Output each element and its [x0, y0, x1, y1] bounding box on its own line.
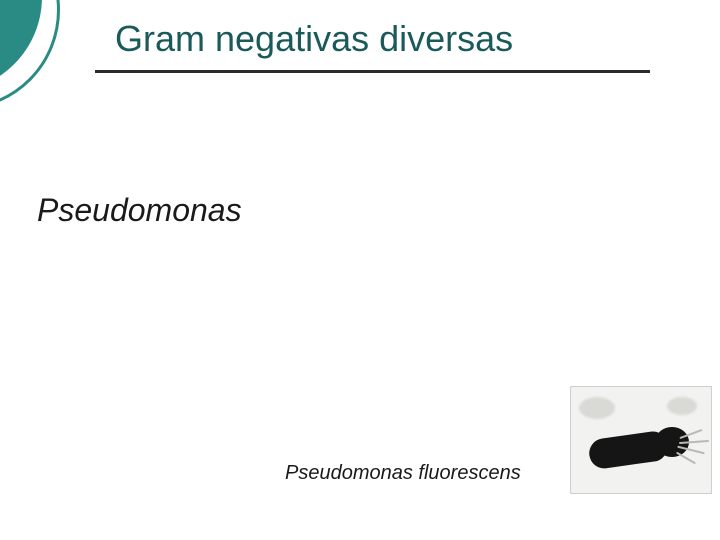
slide-title: Gram negativas diversas	[115, 18, 513, 60]
image-caption: Pseudomonas fluorescens	[285, 462, 521, 485]
micrograph-image	[570, 386, 712, 494]
image-smudge	[579, 397, 615, 419]
flagellum-icon	[676, 452, 696, 465]
corner-circle-ring	[0, 0, 60, 110]
image-smudge	[667, 397, 697, 415]
title-underline	[95, 70, 650, 73]
genus-heading: Pseudomonas	[37, 192, 242, 229]
